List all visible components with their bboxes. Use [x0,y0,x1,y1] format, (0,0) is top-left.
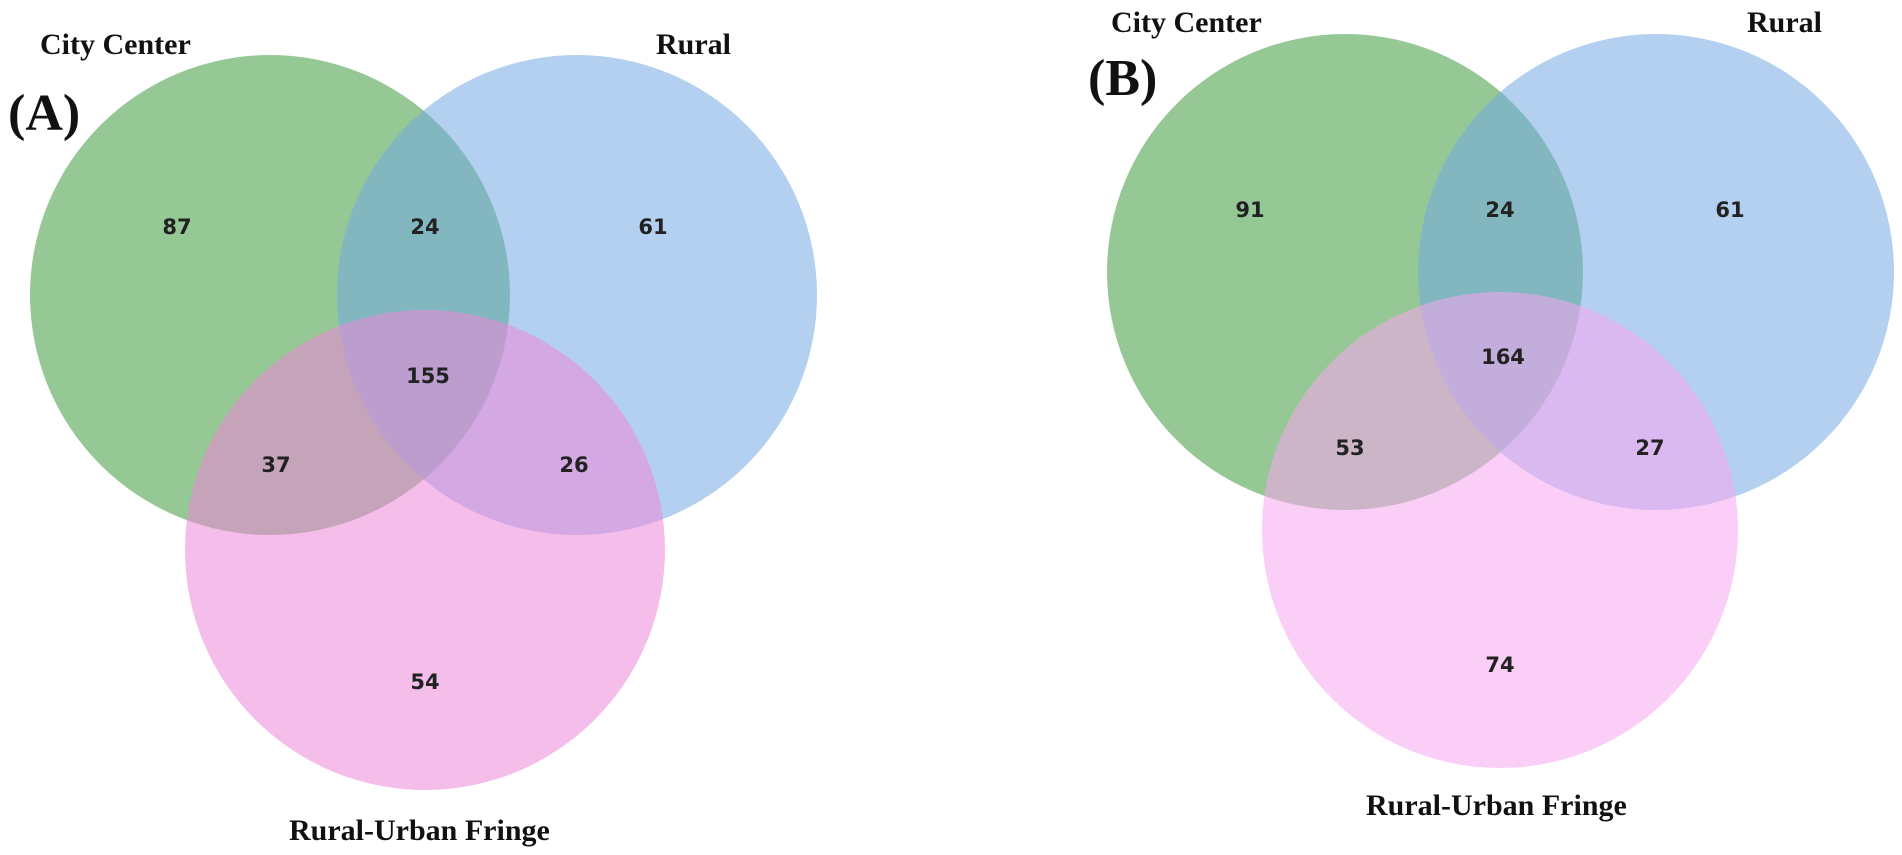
count-city-rural-a: 24 [410,215,439,239]
count-city-only-b: 91 [1235,198,1264,222]
count-rural-fringe-b: 27 [1635,436,1664,460]
count-fringe-only-a: 54 [410,670,439,694]
count-city-fringe-b: 53 [1335,436,1364,460]
rural-urban-fringe-label-a: Rural-Urban Fringe [289,814,550,847]
rural-urban-fringe-circle-b [1262,292,1738,768]
rural-label-b: Rural [1747,6,1822,39]
panel-letter-b: (B) [1088,50,1157,107]
count-city-fringe-a: 37 [261,453,290,477]
city-center-label-b: City Center [1111,6,1262,39]
count-all-three-a: 155 [406,364,450,388]
count-rural-only-a: 61 [638,215,667,239]
panel-letter-a: (A) [8,85,80,142]
venn-panel-b: (B) City Center Rural Rural-Urban Fringe… [1088,6,1894,822]
count-rural-fringe-a: 26 [559,453,588,477]
rural-label-a: Rural [656,28,731,61]
city-center-label-a: City Center [40,28,191,61]
rural-urban-fringe-circle-a [185,310,665,790]
count-rural-only-b: 61 [1715,198,1744,222]
count-fringe-only-b: 74 [1485,653,1514,677]
rural-urban-fringe-label-b: Rural-Urban Fringe [1366,789,1627,822]
count-city-only-a: 87 [162,215,191,239]
count-city-rural-b: 24 [1485,198,1514,222]
count-all-three-b: 164 [1481,345,1525,369]
venn-panel-a: (A) City Center Rural Rural-Urban Fringe… [8,28,817,847]
